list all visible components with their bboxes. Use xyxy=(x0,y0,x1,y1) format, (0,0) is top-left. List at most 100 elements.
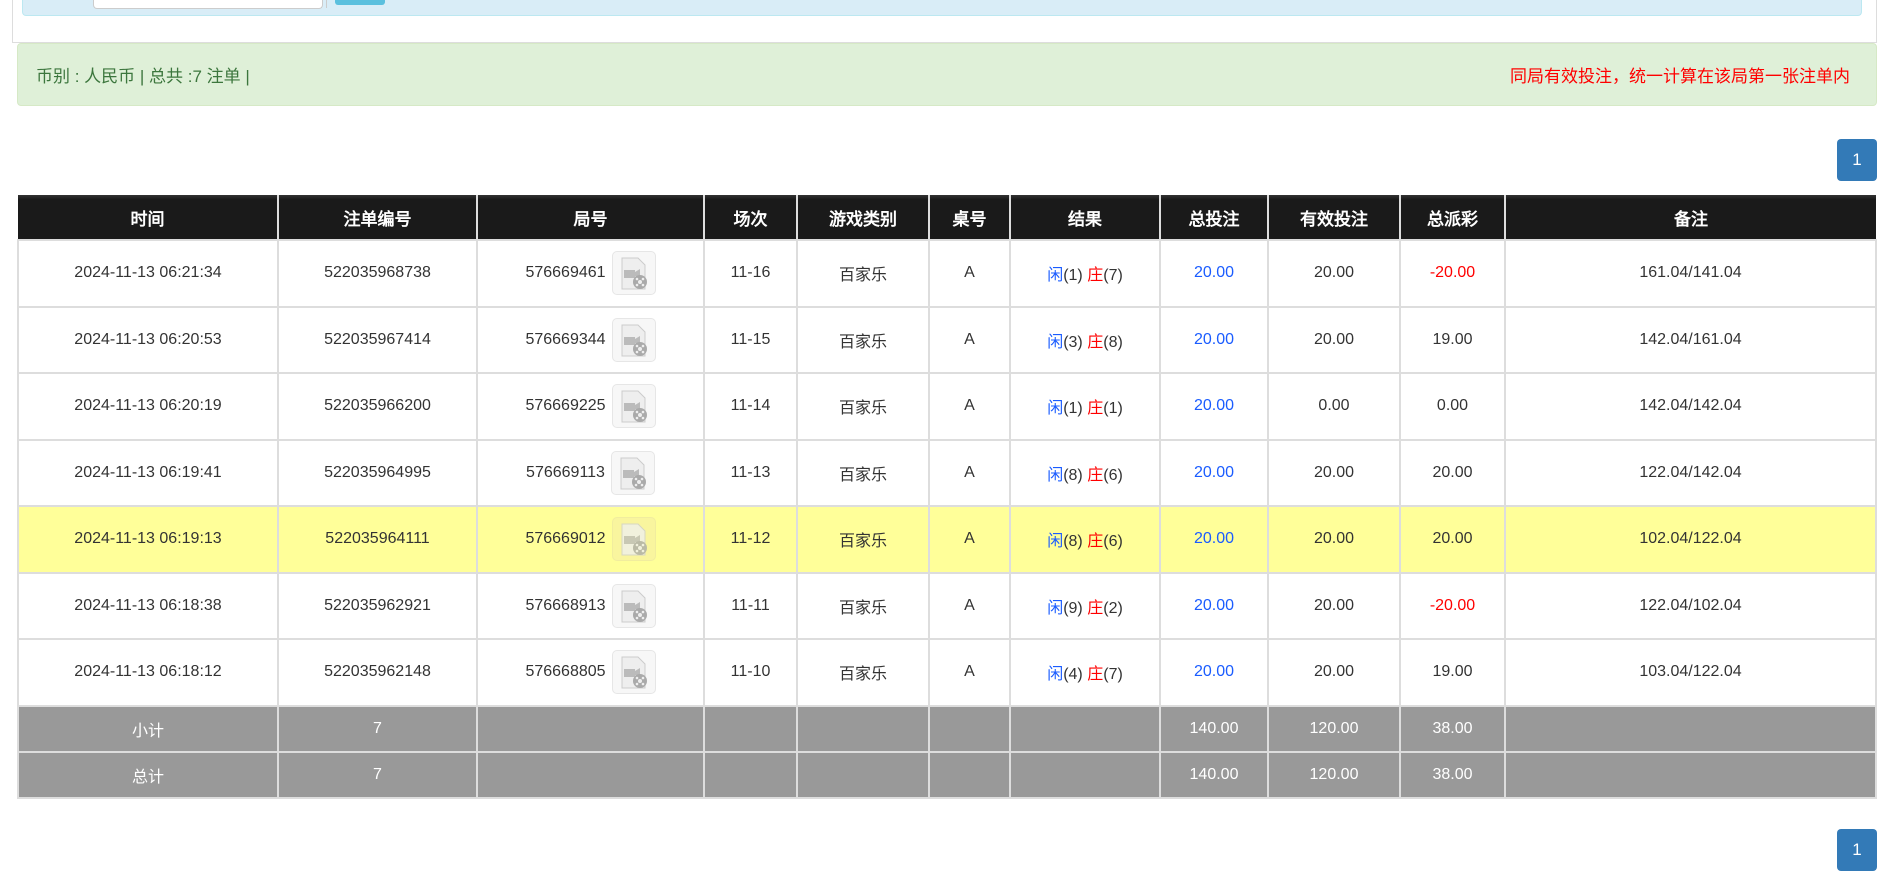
video-file-icon[interactable] xyxy=(611,650,656,695)
column-header: 局号 xyxy=(476,195,704,240)
round-number: 576668913 xyxy=(525,596,606,614)
result: 闲(9) 庄(2) xyxy=(1009,571,1161,640)
column-header: 时间 xyxy=(18,195,278,240)
bet-id: 522035968738 xyxy=(277,239,478,308)
note: 122.04/102.04 xyxy=(1504,571,1877,640)
table-number: A xyxy=(928,239,1011,308)
bet-time: 2024-11-13 06:21:34 xyxy=(17,239,279,308)
shoe: 11-15 xyxy=(703,305,798,374)
shoe: 11-10 xyxy=(703,638,798,707)
banker-score: (7) xyxy=(1103,267,1123,285)
banker-label: 庄 xyxy=(1087,267,1104,285)
result: 闲(8) 庄(6) xyxy=(1009,438,1161,507)
summary-valid-bet: 120.00 xyxy=(1267,704,1401,753)
payout: 0.00 xyxy=(1399,372,1506,441)
video-file-icon[interactable] xyxy=(611,517,656,562)
note: 142.04/161.04 xyxy=(1504,305,1877,374)
total-bet: 20.00 xyxy=(1159,372,1269,441)
player-label: 闲 xyxy=(1047,333,1064,351)
table-header: 时间 注单编号 局号 场次 游戏类别 桌号 结果 总投注 有效投注 总派彩 备注 xyxy=(18,195,1876,240)
valid-bet: 20.00 xyxy=(1267,438,1401,507)
player-score: (8) xyxy=(1063,533,1083,551)
round-cell: 576669461 xyxy=(476,239,705,308)
bet-time: 2024-11-13 06:20:19 xyxy=(17,372,279,441)
summary-total-bet: 140.00 xyxy=(1159,750,1269,799)
summary-valid-bet: 120.00 xyxy=(1267,750,1401,799)
table-row: 2024-11-13 06:18:12 522035962148 576668805… xyxy=(17,638,1877,707)
filter-bar xyxy=(22,0,1862,16)
table-row: 2024-11-13 06:20:53 522035967414 576669344… xyxy=(17,305,1877,374)
player-label: 闲 xyxy=(1047,599,1064,617)
table-number: A xyxy=(928,505,1011,574)
shoe: 11-16 xyxy=(703,239,798,308)
bet-time: 2024-11-13 06:19:41 xyxy=(17,438,279,507)
column-header: 备注 xyxy=(1504,195,1876,240)
currency-summary: 币别 : 人民币 | 总共 :7 注单 | xyxy=(36,67,250,86)
table-number: A xyxy=(928,372,1011,441)
total-bet: 20.00 xyxy=(1159,438,1269,507)
summary-label: 小计 xyxy=(17,704,279,753)
column-header: 注单编号 xyxy=(277,195,477,240)
bet-id: 522035967414 xyxy=(277,305,478,374)
summary-alert: 币别 : 人民币 | 总共 :7 注单 | 同局有效投注，统一计算在该局第一张注… xyxy=(17,43,1877,106)
player-label: 闲 xyxy=(1047,533,1064,551)
video-file-icon[interactable] xyxy=(611,384,656,429)
video-file-icon[interactable] xyxy=(611,583,656,628)
table-row: 2024-11-13 06:18:38 522035962921 576668913… xyxy=(17,571,1877,640)
table-row: 2024-11-13 06:19:13 522035964111 576669012… xyxy=(17,505,1877,574)
player-label: 闲 xyxy=(1047,466,1064,484)
banker-score: (6) xyxy=(1103,466,1123,484)
valid-bet: 20.00 xyxy=(1267,505,1401,574)
bet-time: 2024-11-13 06:18:12 xyxy=(17,638,279,707)
summary-payout: 38.00 xyxy=(1399,704,1506,753)
video-file-icon[interactable] xyxy=(610,450,655,495)
search-button[interactable] xyxy=(335,0,385,5)
shoe: 11-13 xyxy=(703,438,798,507)
bet-id: 522035962148 xyxy=(277,638,478,707)
table-number: A xyxy=(928,305,1011,374)
banker-label: 庄 xyxy=(1087,466,1104,484)
result: 闲(1) 庄(7) xyxy=(1009,239,1161,308)
round-cell: 576669012 xyxy=(476,505,705,574)
pagination-page-1-bottom[interactable]: 1 xyxy=(1837,829,1877,871)
video-file-icon[interactable] xyxy=(611,251,656,296)
valid-bet-notice: 同局有效投注，统一计算在该局第一张注单内 xyxy=(1510,67,1850,86)
column-header: 有效投注 xyxy=(1267,195,1400,240)
payout: -20.00 xyxy=(1399,239,1506,308)
video-file-icon[interactable] xyxy=(611,317,656,362)
banker-score: (6) xyxy=(1103,533,1123,551)
round-number: 576669012 xyxy=(525,530,606,548)
column-header: 游戏类别 xyxy=(796,195,929,240)
note: 142.04/142.04 xyxy=(1504,372,1877,441)
note: 161.04/141.04 xyxy=(1504,239,1877,308)
valid-bet: 20.00 xyxy=(1267,305,1401,374)
bet-time: 2024-11-13 06:20:53 xyxy=(17,305,279,374)
round-cell: 576668913 xyxy=(476,571,705,640)
payout: 20.00 xyxy=(1399,505,1506,574)
player-score: (4) xyxy=(1063,666,1083,684)
banker-score: (2) xyxy=(1103,599,1123,617)
summary-row: 总计 7 140.00 120.00 38.00 xyxy=(17,750,1877,799)
round-number: 576669113 xyxy=(526,463,605,481)
total-bet: 20.00 xyxy=(1159,638,1269,707)
player-score: (8) xyxy=(1063,466,1083,484)
column-header: 总投注 xyxy=(1159,195,1268,240)
result: 闲(1) 庄(1) xyxy=(1009,372,1161,441)
banker-label: 庄 xyxy=(1087,333,1104,351)
table-number: A xyxy=(928,571,1011,640)
game-type: 百家乐 xyxy=(796,305,930,374)
game-type: 百家乐 xyxy=(796,638,930,707)
player-label: 闲 xyxy=(1047,666,1064,684)
pagination-page-1-top[interactable]: 1 xyxy=(1837,139,1877,181)
bet-time: 2024-11-13 06:19:13 xyxy=(17,505,279,574)
valid-bet: 0.00 xyxy=(1267,372,1401,441)
bet-id: 522035964995 xyxy=(277,438,478,507)
game-type: 百家乐 xyxy=(796,372,930,441)
summary-count: 7 xyxy=(277,750,478,799)
summary-payout: 38.00 xyxy=(1399,750,1506,799)
search-input[interactable] xyxy=(93,0,327,9)
summary-count: 7 xyxy=(277,704,478,753)
round-number: 576668805 xyxy=(525,663,606,681)
total-bet: 20.00 xyxy=(1159,305,1269,374)
valid-bet: 20.00 xyxy=(1267,571,1401,640)
